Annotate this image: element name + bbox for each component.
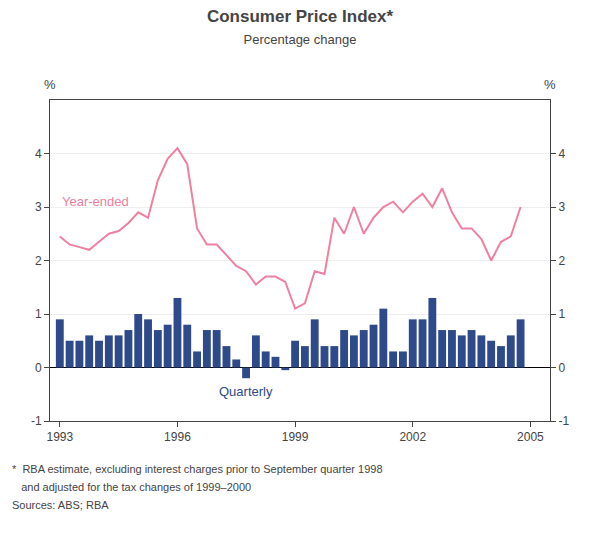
svg-text:-1: -1 <box>558 414 569 428</box>
svg-text:and adjusted for the tax chang: and adjusted for the tax changes of 1999… <box>12 481 251 493</box>
svg-text:Sources: ABS; RBA: Sources: ABS; RBA <box>12 499 109 511</box>
svg-text:0: 0 <box>558 361 565 375</box>
svg-text:* RBA estimate, excluding int: * RBA estimate, excluding interest charg… <box>12 463 383 475</box>
svg-text:0: 0 <box>35 361 42 375</box>
svg-text:1: 1 <box>35 307 42 321</box>
svg-text:1996: 1996 <box>164 430 191 444</box>
svg-text:1: 1 <box>558 307 565 321</box>
svg-text:3: 3 <box>35 200 42 214</box>
svg-text:2005: 2005 <box>517 430 544 444</box>
svg-text:4: 4 <box>558 147 565 161</box>
svg-text:Quarterly: Quarterly <box>219 384 273 399</box>
svg-text:2: 2 <box>35 254 42 268</box>
svg-text:-1: -1 <box>31 414 42 428</box>
svg-text:4: 4 <box>35 147 42 161</box>
svg-text:1999: 1999 <box>282 430 309 444</box>
svg-text:2002: 2002 <box>399 430 426 444</box>
svg-text:%: % <box>544 77 556 92</box>
svg-text:2: 2 <box>558 254 565 268</box>
svg-text:Consumer Price Index*Percentag: Consumer Price Index*Percentage change <box>207 7 394 47</box>
svg-text:3: 3 <box>558 200 565 214</box>
svg-text:1993: 1993 <box>46 430 73 444</box>
svg-text:%: % <box>44 77 56 92</box>
svg-text:Year-ended: Year-ended <box>62 194 129 209</box>
